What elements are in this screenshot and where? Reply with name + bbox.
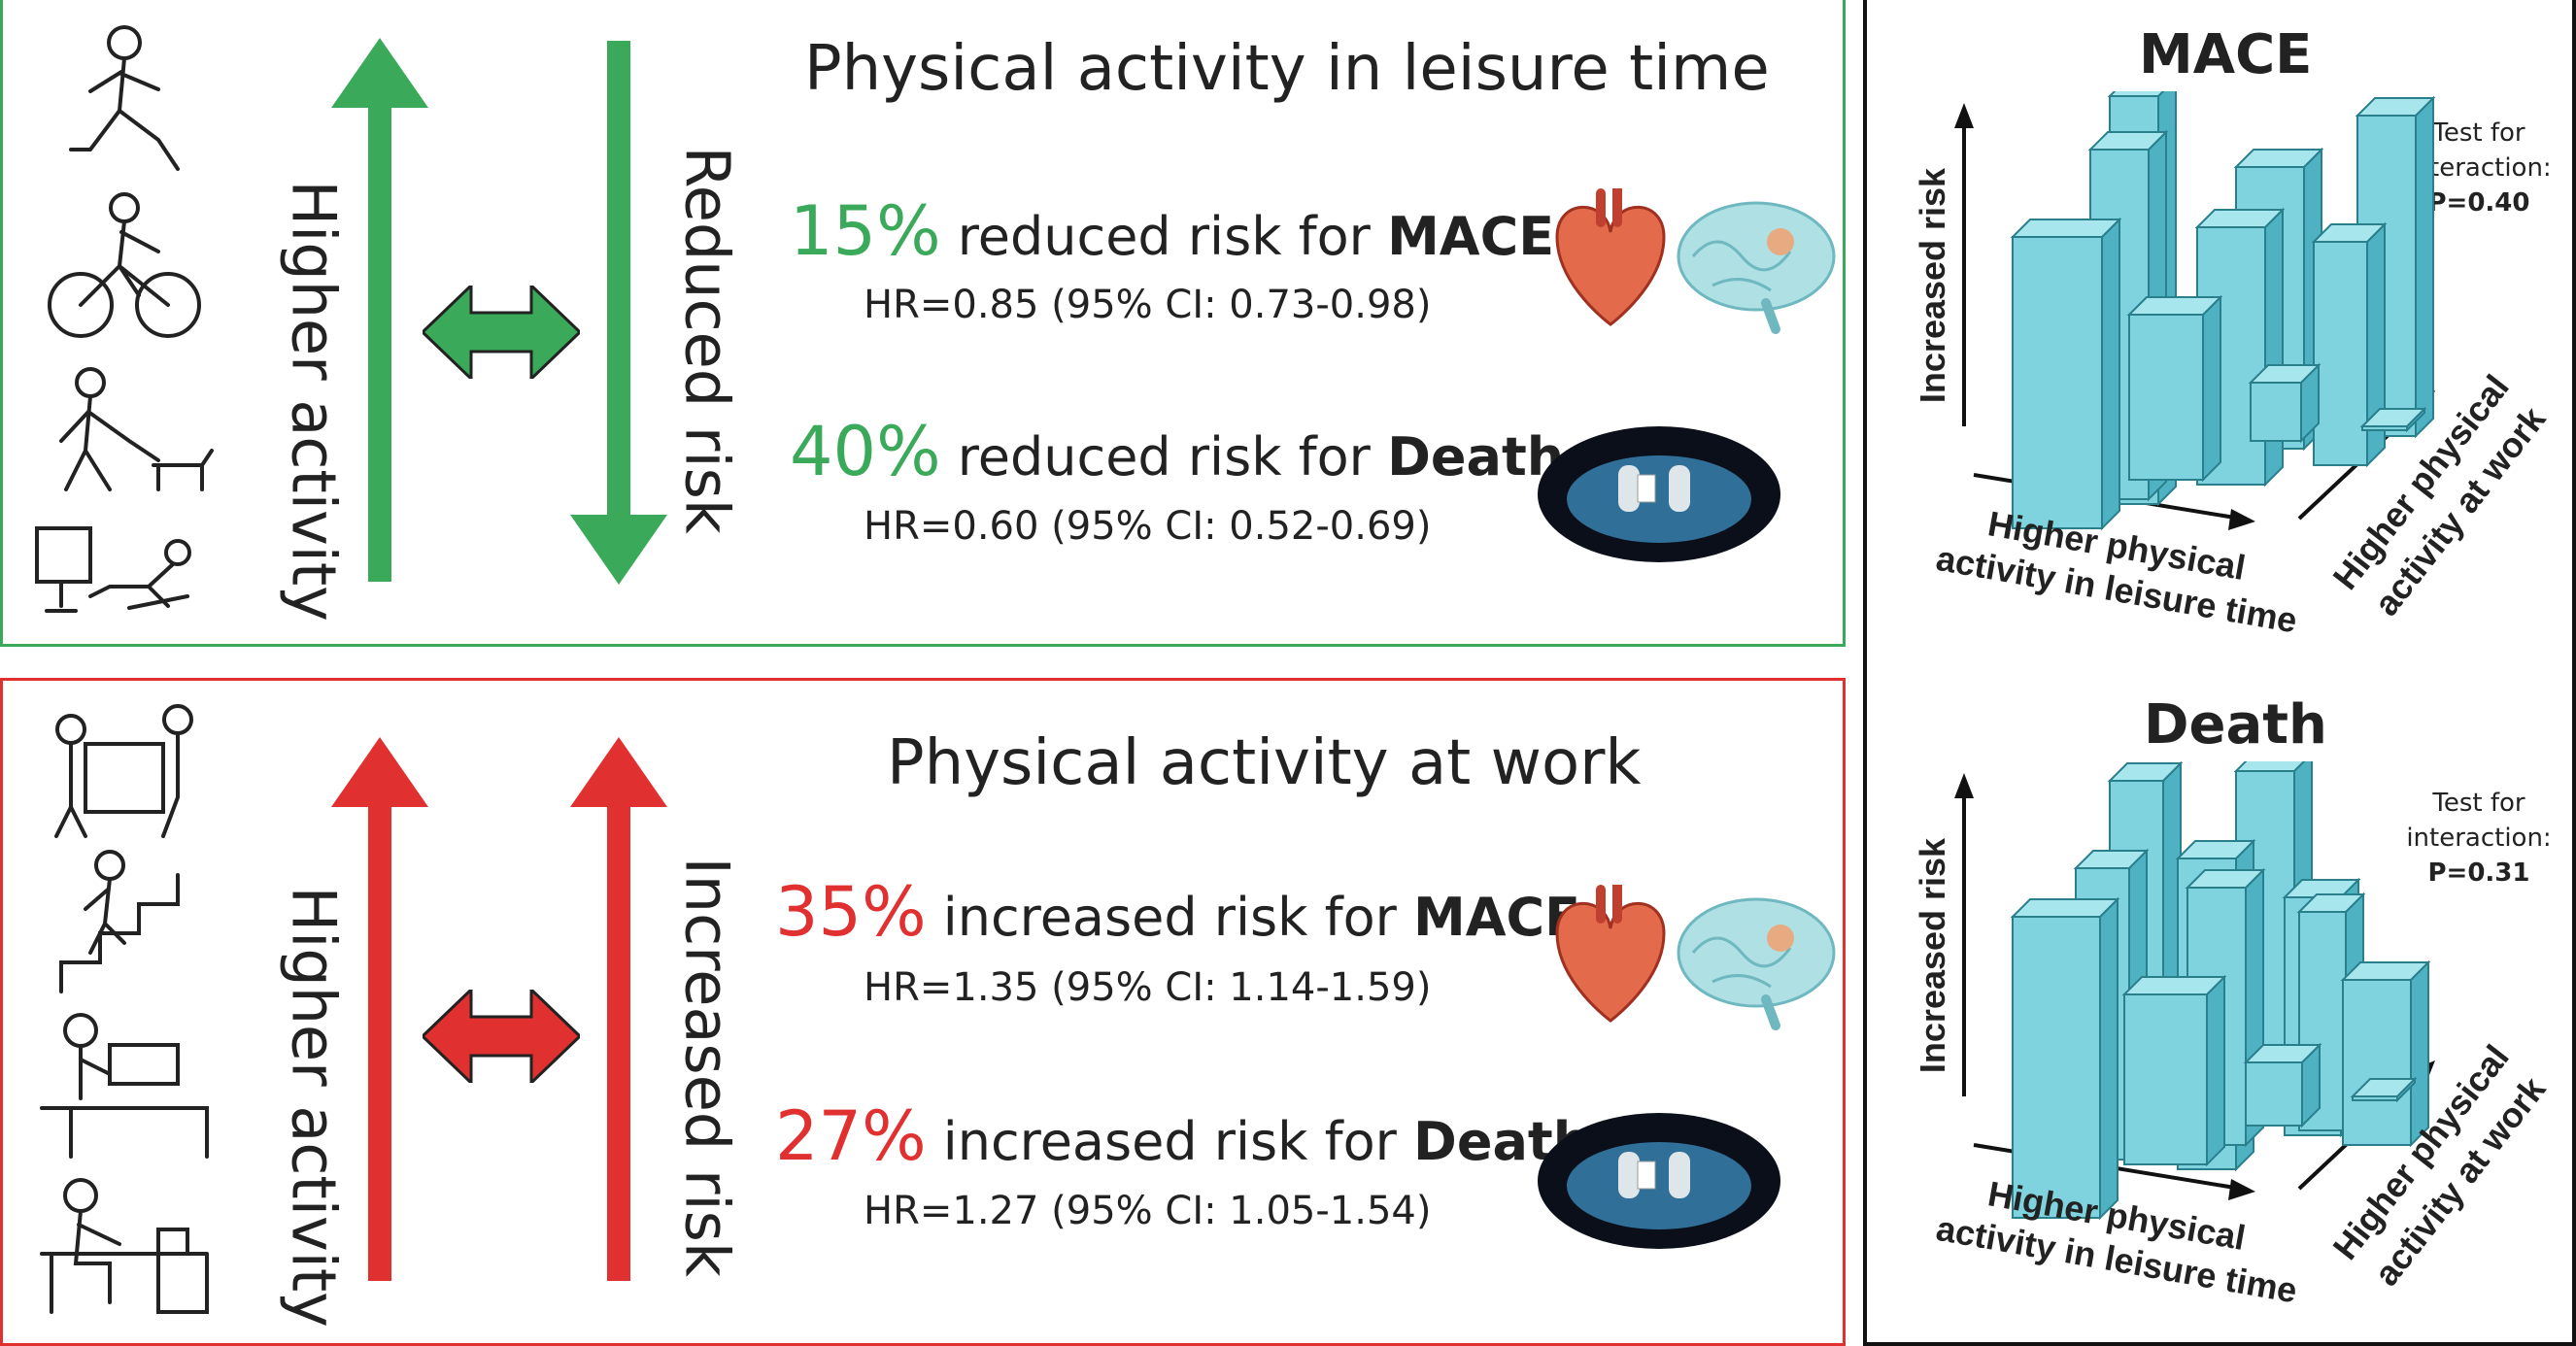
work-risk-label: Increased risk [671, 857, 743, 1277]
mace-p-value: P=0.40 [2427, 188, 2530, 218]
dog-walker-icon [59, 367, 214, 491]
heart-icon [1555, 188, 1666, 326]
leisure-heading: Physical activity in leisure time [804, 33, 1770, 105]
leisure-mace-outcome: MACE [1387, 206, 1555, 267]
association-double-arrow-icon [423, 286, 580, 379]
death-chart-title: Death [2144, 693, 2327, 757]
work-panel: Higher activity Increased risk Physical … [0, 678, 1846, 1346]
leisure-mace-line: 15% reduced risk for MACE [790, 191, 1554, 271]
increased-risk-up-arrow-icon [570, 737, 667, 1281]
mace-icons [1555, 188, 1836, 334]
cyclist-icon [48, 192, 201, 338]
death-interaction-label: Test for interaction: [2406, 789, 2552, 853]
leisure-death-outcome: Death [1387, 426, 1565, 488]
bar-column [2340, 959, 2431, 1148]
work-mace-hr: HR=1.35 (95% CI: 1.14-1.59) [864, 965, 1432, 1010]
leisure-risk-label: Reduced risk [671, 146, 743, 534]
work-mace-text: increased risk for [942, 887, 1397, 948]
work-higher-activity-up-arrow-icon [331, 737, 428, 1281]
bar-column [2311, 221, 2388, 468]
bar-column [2243, 1042, 2322, 1128]
stair-climber-icon [59, 850, 180, 993]
bar-column [2350, 1076, 2418, 1103]
running-person-icon [69, 25, 180, 171]
work-mace-pct: 35% [775, 872, 927, 952]
reduced-risk-down-arrow-icon [570, 41, 667, 585]
bar-column [2010, 896, 2120, 1221]
leisure-death-hr: HR=0.60 (95% CI: 0.52-0.69) [864, 504, 1432, 549]
mace-3d-bar-illustration: Increased risk Higher physical activity … [1913, 91, 2554, 641]
leisure-activity-figures [35, 25, 214, 613]
bar-column [2126, 294, 2223, 483]
leisure-death-line: 40% reduced risk for Death [790, 412, 1564, 491]
leisure-death-text: reduced risk for [957, 426, 1371, 488]
higher-activity-up-arrow-icon [331, 38, 428, 582]
leisure-mace-hr: HR=0.85 (95% CI: 0.73-0.98) [864, 283, 1432, 327]
sedentary-person-icon [35, 526, 191, 613]
leisure-death-pct: 40% [790, 412, 941, 491]
work-activity-figures [40, 704, 209, 1314]
leisure-panel: Higher activity Reduced risk Physical ac… [0, 0, 1846, 647]
mace-bars [2010, 91, 2436, 531]
mace-y-axis-label: Increased risk [1913, 167, 1952, 403]
deceased-feet-icon [1538, 426, 1780, 562]
death-y-axis-label: Increased risk [1913, 837, 1952, 1073]
work-death-icons [1538, 1113, 1780, 1249]
death-3d-bar-illustration: Increased risk Higher physical activity … [1913, 761, 2554, 1311]
death-bars [2010, 761, 2431, 1221]
work-mace-outcome: MACE [1413, 887, 1581, 948]
brain-icon [1677, 201, 1836, 334]
death-p-value: P=0.31 [2427, 858, 2530, 888]
death-icons [1538, 426, 1780, 562]
work-mace-line: 35% increased risk for MACE [775, 872, 1580, 952]
mace-chart-title: MACE [2139, 23, 2313, 86]
bar-column [2359, 406, 2427, 433]
work-association-double-arrow-icon [423, 990, 580, 1083]
leisure-mace-pct: 15% [790, 191, 941, 271]
desk-worker-icon [40, 1178, 209, 1314]
work-mace-icons [1555, 885, 1836, 1030]
deceased-feet-icon [1538, 1113, 1780, 1249]
furniture-mover-icon [54, 704, 193, 838]
leisure-mace-text: reduced risk for [957, 206, 1371, 267]
death-interaction-test: Test for interaction: P=0.31 [2391, 786, 2566, 891]
bar-column [2010, 217, 2122, 531]
work-death-hr: HR=1.27 (95% CI: 1.05-1.54) [864, 1189, 1432, 1233]
work-heading: Physical activity at work [887, 727, 1642, 799]
bar-column [2121, 974, 2227, 1167]
work-death-line: 27% increased risk for Death [775, 1096, 1590, 1176]
work-death-pct: 27% [775, 1096, 927, 1176]
work-death-text: increased risk for [942, 1111, 1397, 1172]
bar-column [2248, 362, 2322, 444]
cashier-icon [40, 1013, 209, 1159]
interaction-charts-panel: MACE Test for interaction: P=0.40 Increa… [1863, 0, 2576, 1346]
work-activity-label: Higher activity [278, 886, 350, 1328]
leisure-activity-label: Higher activity [278, 180, 350, 622]
heart-icon [1555, 885, 1666, 1023]
brain-icon [1677, 897, 1836, 1030]
